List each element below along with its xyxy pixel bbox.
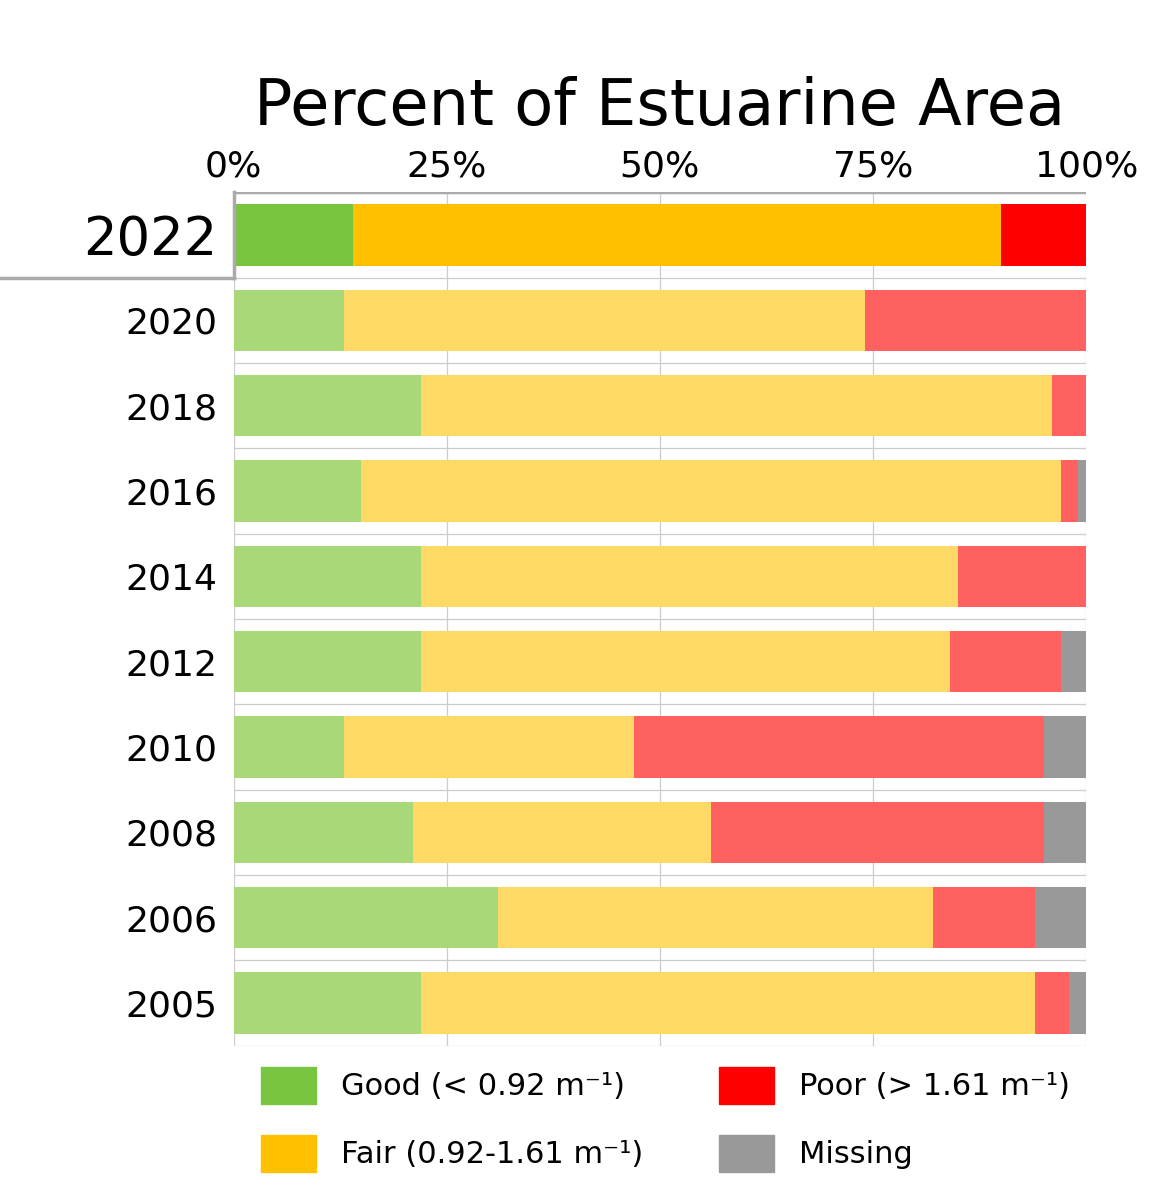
Bar xyxy=(362,460,1061,522)
Bar xyxy=(234,972,422,1034)
Bar xyxy=(234,204,353,266)
Bar xyxy=(1078,460,1086,522)
Bar xyxy=(422,972,1035,1034)
Bar xyxy=(234,716,345,778)
Bar xyxy=(234,887,498,948)
Bar xyxy=(234,460,362,522)
Bar xyxy=(1035,972,1069,1034)
Bar xyxy=(345,290,864,351)
Bar xyxy=(1069,972,1086,1034)
Bar xyxy=(711,802,1044,863)
Bar xyxy=(345,716,634,778)
Bar xyxy=(950,631,1061,692)
Bar xyxy=(234,546,422,607)
Bar xyxy=(422,375,1052,436)
Bar xyxy=(498,887,933,948)
Bar xyxy=(353,204,1001,266)
Legend: Good (< 0.92 m⁻¹), Fair (0.92-1.61 m⁻¹), Poor (> 1.61 m⁻¹), Missing: Good (< 0.92 m⁻¹), Fair (0.92-1.61 m⁻¹),… xyxy=(249,1054,1082,1184)
Bar xyxy=(1044,802,1086,863)
Title: Percent of Estuarine Area: Percent of Estuarine Area xyxy=(255,76,1065,138)
Bar xyxy=(234,631,422,692)
Bar xyxy=(1061,631,1086,692)
Bar xyxy=(422,546,958,607)
Bar xyxy=(958,546,1086,607)
Bar xyxy=(1061,460,1078,522)
Bar xyxy=(234,375,422,436)
Bar xyxy=(1052,375,1086,436)
Bar xyxy=(933,887,1035,948)
Bar xyxy=(234,290,345,351)
Bar xyxy=(634,716,1044,778)
Bar xyxy=(1044,716,1086,778)
Bar xyxy=(422,631,950,692)
Bar xyxy=(864,290,1086,351)
Bar xyxy=(412,802,711,863)
Bar xyxy=(234,802,412,863)
Bar xyxy=(1035,887,1086,948)
Bar xyxy=(1001,204,1086,266)
